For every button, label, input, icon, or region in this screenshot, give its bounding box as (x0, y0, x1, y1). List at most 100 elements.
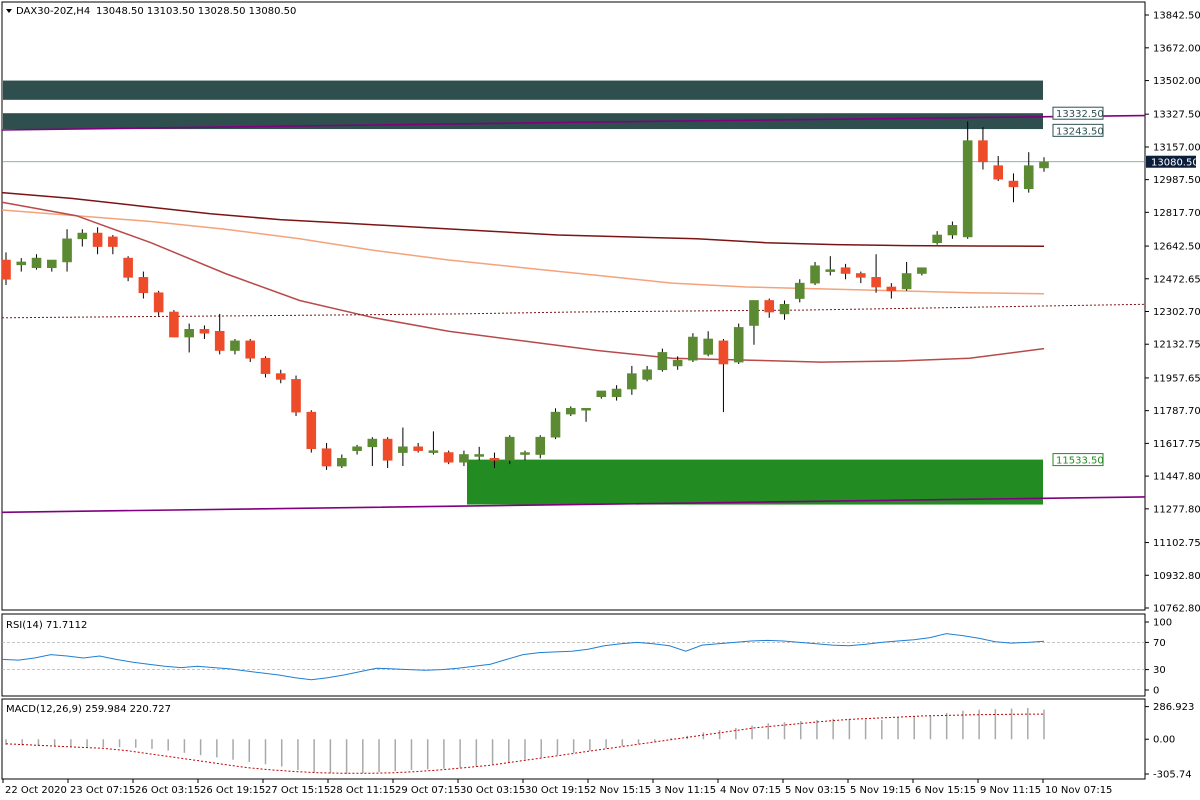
time-tick-label: 22 Oct 2020 (5, 785, 67, 796)
ohlc-values: 13048.50 13103.50 13028.50 13080.50 (96, 6, 296, 17)
price-tick-label: 13672.00 (1153, 43, 1200, 54)
candle-body (398, 446, 408, 453)
price-tick-label: 11957.65 (1153, 373, 1200, 384)
macd-signal-line (5, 713, 1045, 774)
candle-body (443, 452, 454, 463)
candle-body (917, 267, 927, 274)
candle-body (16, 261, 27, 266)
candle-body (642, 369, 652, 380)
candle-body (993, 165, 1004, 180)
zone-2 (467, 459, 1043, 505)
zone-price-box (1052, 453, 1104, 467)
indicator-lines-layer (1, 114, 1146, 514)
price-tick-label: 12132.75 (1153, 340, 1200, 351)
candle-body (764, 300, 775, 313)
candle-body (337, 458, 347, 467)
channel-lower-line (1, 496, 1146, 514)
candle-body (1008, 180, 1019, 188)
price-tick-label: 11787.70 (1153, 406, 1200, 417)
candle-body (291, 379, 301, 413)
candle-body (413, 446, 423, 451)
candle-body (306, 411, 317, 450)
candle-body (214, 330, 225, 351)
price-tick-label: 12642.50 (1153, 242, 1200, 253)
ma200-line (1, 191, 1045, 247)
zone-price-label: 13332.50 (1056, 109, 1104, 120)
rsi-line (1, 633, 1045, 681)
dropdown-triangle-icon[interactable] (6, 9, 12, 13)
candle-body (718, 340, 729, 365)
candle-body (840, 267, 851, 274)
candle-body (474, 454, 485, 457)
rsi-tick-label: 100 (1153, 618, 1172, 629)
candle-body (138, 277, 149, 294)
candle-body (489, 458, 500, 461)
candle-body (260, 357, 271, 374)
candle-body (627, 373, 637, 390)
rsi-panel-frame (1, 613, 1146, 697)
time-tick-label: 27 Oct 15:15 (265, 785, 330, 796)
current-price-box (1146, 155, 1196, 168)
candle-body (779, 304, 790, 315)
candle-body (703, 338, 713, 355)
candle-body (184, 329, 194, 338)
rsi-tick-label: 70 (1153, 638, 1166, 649)
price-tick-label: 13327.50 (1153, 110, 1200, 121)
candle-body (535, 436, 546, 455)
price-tick-label: 12472.65 (1153, 274, 1200, 285)
rsi-tick-label: 30 (1153, 665, 1166, 676)
candle-body (352, 446, 362, 451)
candle-body (92, 232, 103, 247)
candle-body (749, 300, 759, 326)
price-tick-label: 11277.80 (1153, 504, 1200, 515)
time-tick-label: 4 Nov 07:15 (720, 785, 781, 796)
macd-layer: 286.923 0.00 -305.74 (5, 702, 1194, 781)
zone-price-box (1052, 106, 1104, 120)
candle-body (1023, 165, 1034, 190)
zone-1 (3, 113, 1043, 130)
candle-body (596, 390, 607, 398)
macd-tick-label: -305.74 (1153, 770, 1192, 781)
ma100-line (1, 209, 1045, 295)
candle-body (550, 411, 561, 438)
rsi-layer: 100 70 30 0 (1, 618, 1172, 697)
candle-body (581, 407, 591, 411)
time-tick-label: 23 Oct 07:15 (70, 785, 135, 796)
time-tick-label: 9 Nov 11:15 (980, 785, 1041, 796)
candle-body (31, 257, 42, 269)
channel-upper-line (1, 114, 1146, 131)
time-tick-label: 10 Nov 07:15 (1045, 785, 1112, 796)
price-labels-layer: 13332.50 13243.50 11533.50 13080.50 (1052, 106, 1199, 467)
macd-label: MACD(12,26,9) 259.984 220.727 (6, 704, 171, 715)
candle-body (77, 232, 88, 240)
price-tick-label: 13842.50 (1153, 11, 1200, 22)
candle-body (321, 448, 332, 467)
zone-0 (3, 80, 1043, 100)
candle-body (932, 234, 942, 243)
zones-layer (3, 80, 1043, 505)
candle-body (199, 329, 210, 334)
symbol-label: DAX30-20Z,H4 (16, 6, 90, 17)
price-tick-label: 11102.75 (1153, 538, 1200, 549)
rsi-label: RSI(14) 71.7112 (6, 620, 87, 631)
candle-body (901, 273, 912, 290)
candle-body (886, 286, 897, 292)
time-tick-label: 6 Nov 15:15 (915, 785, 976, 796)
candle-body (672, 359, 683, 367)
candle-body (504, 436, 515, 461)
ma-dotted-line (1, 303, 1146, 319)
time-tick-label: 29 Oct 07:15 (395, 785, 460, 796)
candle-body (611, 388, 622, 398)
candle-body (1, 259, 11, 280)
price-tick-label: 11617.75 (1153, 439, 1200, 450)
candle-body (62, 238, 72, 263)
price-tick-label: 12987.50 (1153, 175, 1200, 186)
candle-body (428, 450, 439, 453)
time-tick-label: 26 Oct 19:15 (200, 785, 265, 796)
candle-body (275, 373, 286, 380)
time-tick-label: 3 Nov 11:15 (655, 785, 716, 796)
price-tick-label: 12302.70 (1153, 307, 1200, 318)
candle-body (962, 140, 973, 238)
candle-body (459, 454, 469, 463)
